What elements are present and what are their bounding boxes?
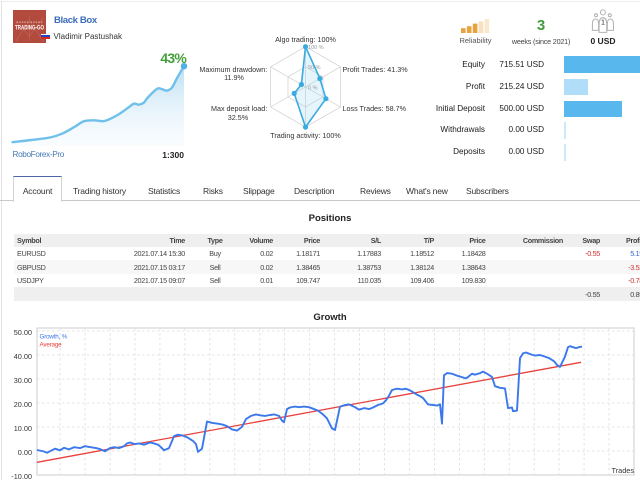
- svg-text:Average: Average: [40, 342, 63, 349]
- svg-text:50 %: 50 %: [308, 65, 321, 71]
- svg-text:Growth, %: Growth, %: [40, 334, 68, 341]
- svg-text:TRADING-GO: TRADING-GO: [15, 24, 44, 31]
- svg-text:0 %: 0 %: [308, 86, 318, 92]
- svg-text:100 %: 100 %: [308, 45, 324, 51]
- svg-text:1: 1: [601, 17, 605, 26]
